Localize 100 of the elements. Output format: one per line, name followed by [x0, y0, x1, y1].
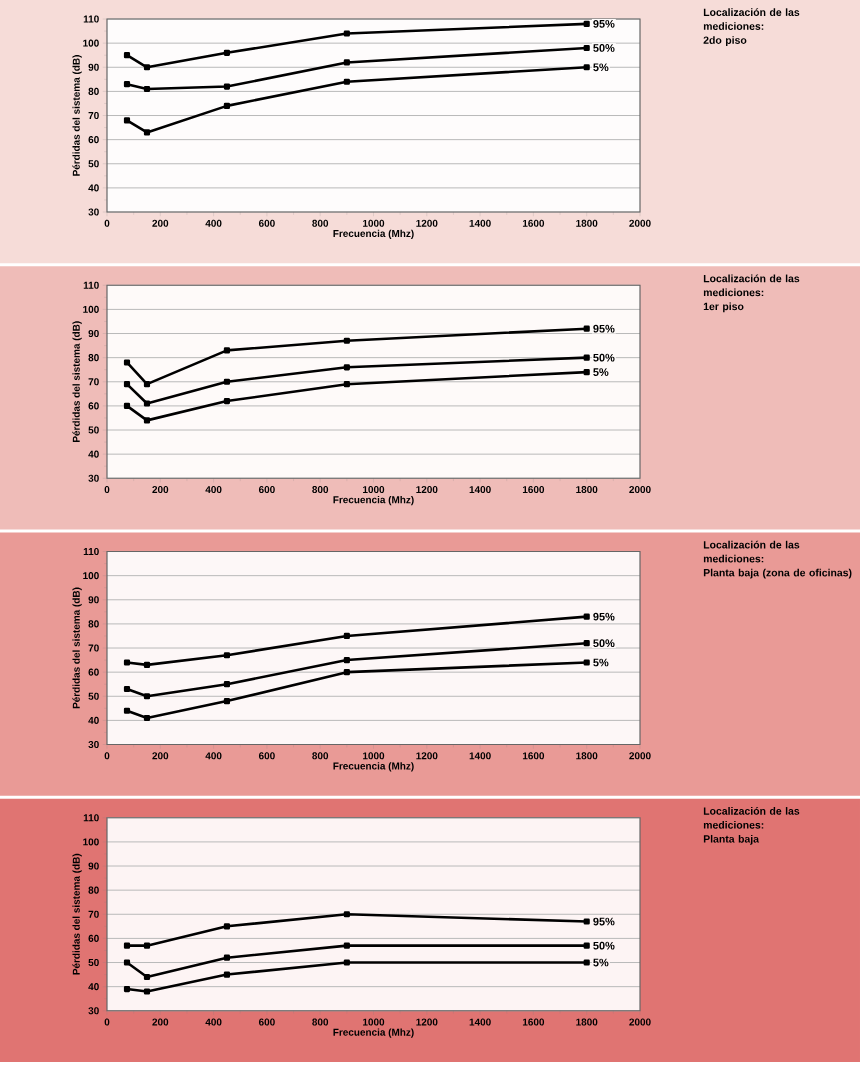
- x-tick-label: 800: [312, 486, 329, 494]
- x-tick-label: 800: [312, 1018, 329, 1026]
- point: [123, 52, 131, 59]
- series-label: 50%: [593, 941, 615, 950]
- x-tick-label: 1800: [576, 219, 598, 227]
- y-tick-label: 60: [88, 136, 99, 144]
- point: [143, 381, 151, 388]
- x-tick-label: 1800: [576, 1018, 598, 1026]
- point: [343, 656, 350, 664]
- point: [583, 369, 590, 376]
- x-tick-label: 1400: [469, 486, 491, 494]
- y-tick-label: 50: [88, 959, 99, 967]
- point: [583, 942, 590, 949]
- y-axis-title: Pérdidas del sistema (dB): [72, 321, 82, 442]
- point: [143, 129, 151, 136]
- y-tick-label: 110: [83, 281, 99, 289]
- point: [123, 381, 131, 388]
- point: [123, 81, 131, 88]
- x-tick-label: 200: [152, 219, 169, 227]
- x-tick-label: 1200: [416, 1018, 438, 1026]
- x-tick-label: 2000: [629, 486, 651, 494]
- y-tick-label: 60: [88, 668, 99, 676]
- y-tick-label: 30: [88, 740, 99, 749]
- series-label: 5%: [593, 368, 609, 376]
- point: [143, 417, 151, 424]
- text: 2do piso: [703, 36, 747, 46]
- point: [223, 347, 231, 354]
- point: [343, 942, 350, 949]
- point: [583, 918, 590, 925]
- series-label: 5%: [593, 658, 609, 667]
- x-axis-title: Frecuencia (Mhz): [333, 495, 414, 506]
- y-tick-label: 110: [83, 548, 99, 556]
- y-tick-label: 50: [88, 160, 99, 168]
- x-tick-label: 400: [205, 1018, 222, 1026]
- y-tick-label: 40: [88, 184, 99, 192]
- point: [143, 988, 151, 995]
- series-label: 95%: [593, 19, 615, 28]
- x-tick-label: 1200: [416, 486, 438, 494]
- point: [123, 685, 131, 693]
- y-axis-title: Pérdidas del sistema (dB): [72, 853, 82, 975]
- y-tick-label: 100: [83, 838, 99, 846]
- x-tick-label: 1000: [363, 1018, 385, 1026]
- y-tick-label: 70: [88, 910, 99, 918]
- x-axis-title: Frecuencia (Mhz): [333, 229, 414, 239]
- point: [583, 64, 590, 71]
- point: [123, 402, 131, 409]
- point: [143, 942, 151, 949]
- y-tick-label: 80: [88, 620, 99, 628]
- y-tick-label: 50: [88, 692, 99, 700]
- text: Localización de las mediciones:: [703, 274, 800, 297]
- point: [143, 714, 151, 722]
- point: [223, 83, 231, 90]
- y-tick-label: 100: [83, 305, 99, 313]
- y-tick-label: 30: [88, 474, 99, 482]
- x-tick-label: 200: [152, 486, 169, 494]
- x-tick-label: 1200: [416, 219, 438, 227]
- point: [143, 400, 151, 407]
- x-tick-label: 800: [312, 752, 329, 760]
- point: [343, 959, 350, 966]
- y-tick-label: 70: [88, 378, 99, 386]
- point: [123, 117, 131, 124]
- point: [123, 942, 131, 949]
- x-tick-label: 800: [312, 219, 329, 227]
- x-axis-title: Frecuencia (Mhz): [333, 762, 414, 772]
- x-tick-label: 0: [104, 1018, 110, 1026]
- x-tick-label: 1400: [469, 752, 491, 760]
- point: [223, 971, 231, 978]
- point: [123, 659, 131, 666]
- x-tick-label: 200: [152, 1018, 169, 1026]
- text: Planta baja: [703, 834, 760, 845]
- point: [223, 652, 231, 659]
- point: [223, 698, 231, 705]
- point: [583, 613, 590, 620]
- x-tick-label: 2000: [629, 219, 651, 227]
- y-tick-label: 40: [88, 983, 99, 991]
- point: [143, 64, 151, 71]
- y-tick-label: 110: [83, 15, 99, 23]
- x-tick-label: 600: [258, 219, 275, 227]
- point: [343, 59, 350, 66]
- y-tick-label: 30: [88, 208, 99, 216]
- y-tick-label: 40: [88, 450, 99, 458]
- series-label: 50%: [593, 639, 615, 648]
- x-tick-label: 1000: [363, 752, 385, 760]
- y-axis-title: Pérdidas del sistema (dB): [72, 587, 82, 709]
- x-tick-label: 1600: [522, 219, 545, 227]
- point: [583, 20, 590, 27]
- point: [223, 49, 231, 56]
- y-tick-label: 30: [88, 1007, 99, 1015]
- y-tick-label: 60: [88, 934, 99, 942]
- y-tick-label: 70: [88, 111, 99, 120]
- series-label: 95%: [593, 612, 615, 621]
- x-tick-label: 1000: [363, 486, 385, 494]
- text: Planta baja (zona de oficinas): [703, 568, 852, 579]
- point: [343, 337, 350, 344]
- point: [583, 640, 590, 647]
- y-tick-label: 50: [88, 426, 99, 434]
- point: [223, 397, 231, 405]
- point: [343, 381, 350, 388]
- x-tick-label: 200: [152, 752, 169, 760]
- y-tick-label: 90: [88, 596, 99, 604]
